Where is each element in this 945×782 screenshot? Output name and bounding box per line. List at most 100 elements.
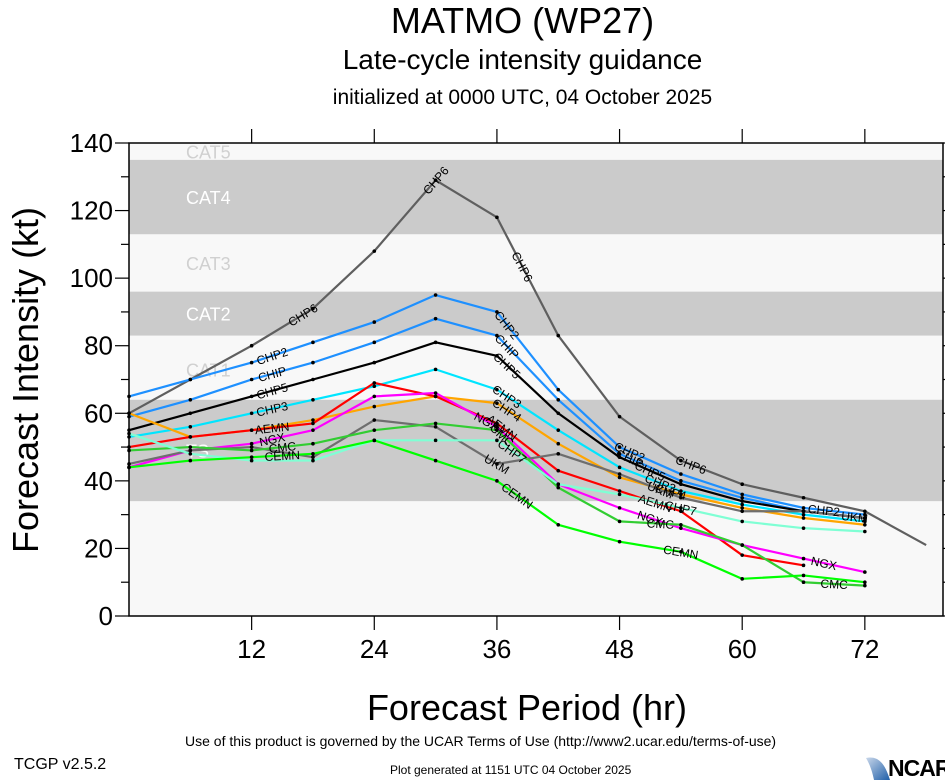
data-point-chp2 <box>863 512 867 517</box>
data-point-chp7 <box>863 529 867 534</box>
data-point-ngx <box>679 526 683 530</box>
data-point-chp3 <box>679 489 683 493</box>
data-point-chp4 <box>740 506 744 510</box>
data-point-chp6 <box>372 249 377 253</box>
band-label-cat2: CAT2 <box>186 305 231 325</box>
data-point-chp7 <box>617 492 622 497</box>
data-point-cemn <box>188 458 193 463</box>
data-point-chp3 <box>495 387 499 392</box>
data-point-chp5 <box>495 354 499 358</box>
line-label-ngx: NGX <box>258 430 286 449</box>
data-point-aemn <box>495 421 499 426</box>
data-point-chp3 <box>801 512 806 517</box>
data-point-ngx <box>249 441 254 446</box>
data-point-chp2 <box>311 340 315 345</box>
data-point-aemn <box>617 489 622 493</box>
data-point-cmc <box>495 428 499 432</box>
data-point-chp5 <box>617 455 622 460</box>
data-point-ukm <box>556 452 561 456</box>
data-point-chp5 <box>679 482 683 487</box>
ncar-logo-text: NCAR <box>888 755 945 781</box>
line-label-ngx: NGX <box>810 554 838 573</box>
data-point-chip <box>311 360 315 365</box>
data-point-aemn <box>372 381 377 385</box>
data-point-chp2 <box>617 445 622 449</box>
data-point-chp6 <box>863 509 867 514</box>
y-axis-label: Forecast Intensity (kt) <box>5 207 46 553</box>
data-point-chp6 <box>495 215 499 220</box>
data-point-chp4 <box>801 516 806 520</box>
data-point-chp5 <box>556 411 561 416</box>
chart-init-time: initialized at 0000 UTC, 04 October 2025 <box>332 86 713 109</box>
data-point-cmc <box>249 448 254 453</box>
data-point-chp3 <box>249 411 254 416</box>
data-point-chp3 <box>188 425 193 429</box>
data-point-chip <box>740 495 744 500</box>
data-point-ngx <box>801 556 806 561</box>
data-point-chip <box>679 479 683 483</box>
data-point-chp3 <box>617 465 622 470</box>
y-tick-label: 80 <box>84 331 113 361</box>
data-point-chp2 <box>556 387 561 392</box>
data-point-aemn <box>740 553 744 557</box>
data-point-chp7 <box>433 438 438 443</box>
data-point-ngx <box>617 506 622 510</box>
data-point-chp7 <box>188 452 193 456</box>
data-point-cemn <box>433 458 438 463</box>
data-point-aemn <box>801 563 806 568</box>
data-point-chip <box>556 397 561 402</box>
y-tick-label: 20 <box>84 533 113 563</box>
data-point-cmc <box>433 421 438 426</box>
data-point-aemn <box>188 435 193 439</box>
data-point-chp4 <box>617 475 622 480</box>
data-point-chp7 <box>249 458 254 463</box>
generated-time: Plot generated at 1151 UTC 04 October 20… <box>390 763 632 777</box>
data-point-chp3 <box>863 519 867 524</box>
band-cat2 <box>129 291 943 336</box>
data-point-chp3 <box>372 384 377 389</box>
data-point-chp5 <box>188 411 193 416</box>
y-tick-label: 140 <box>70 128 113 158</box>
x-tick-label: 36 <box>482 634 511 664</box>
chart-subtitle: Late-cycle intensity guidance <box>342 44 703 75</box>
x-tick-label: 48 <box>605 634 634 664</box>
data-point-ukm <box>495 462 499 466</box>
x-tick-label: 12 <box>237 634 266 664</box>
data-point-chp4 <box>372 404 377 409</box>
data-point-chp3 <box>740 502 744 507</box>
line-label-chp2: CHP2 <box>807 502 841 519</box>
data-point-ukm <box>311 455 315 460</box>
data-point-cemn <box>495 479 499 483</box>
data-point-chp6 <box>556 333 561 338</box>
data-point-chp2 <box>740 492 744 497</box>
line-label-chp7: CHP7 <box>664 498 699 519</box>
data-point-chip <box>372 340 377 345</box>
terms-of-use: Use of this product is governed by the U… <box>185 733 777 749</box>
data-point-cmc <box>188 445 193 449</box>
data-point-chp3 <box>433 367 438 372</box>
data-point-chp2 <box>495 310 499 314</box>
data-point-cemn <box>617 539 622 544</box>
data-point-ngx <box>495 425 499 429</box>
data-point-cemn <box>679 550 683 554</box>
data-point-ngx <box>372 394 377 399</box>
data-point-chp6 <box>249 343 254 348</box>
data-point-aemn <box>311 421 315 426</box>
data-point-cemn <box>556 522 561 527</box>
line-label-cemn: CEMN <box>662 543 699 563</box>
data-point-cemn <box>372 438 377 443</box>
ncar-swoosh-icon <box>866 757 890 780</box>
data-point-chp6 <box>311 306 315 311</box>
y-tick-label: 0 <box>99 601 113 631</box>
data-point-cemn <box>801 573 806 578</box>
data-point-cmc <box>556 485 561 490</box>
x-tick-label: 72 <box>850 634 879 664</box>
data-point-chp7 <box>495 438 499 443</box>
band-label-cat4: CAT4 <box>186 188 231 208</box>
data-point-chp2 <box>433 293 438 297</box>
data-point-aemn <box>249 428 254 432</box>
data-point-chp7 <box>740 519 744 524</box>
y-tick-label: 40 <box>84 466 113 496</box>
data-point-ukm <box>433 425 438 429</box>
data-point-chp6 <box>740 482 744 487</box>
